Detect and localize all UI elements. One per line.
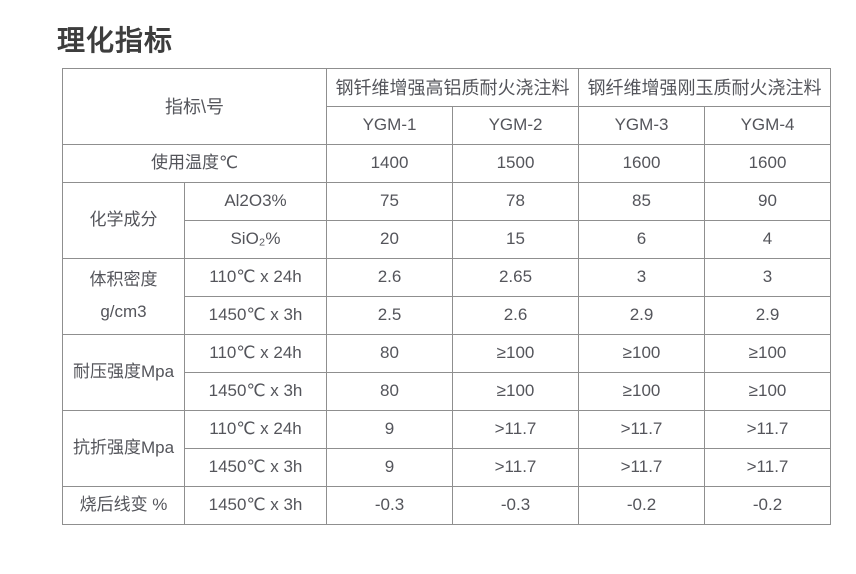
- value-cell: 4: [704, 219, 832, 259]
- table-row: 1450℃ x 3h 9 >11.7 >11.7 >11.7: [63, 447, 832, 487]
- value-cell: 1400: [326, 143, 454, 183]
- model-header-cell: YGM-3: [578, 105, 706, 145]
- page: 理化指标 指标\号 钢钎维增强高铝质耐火浇注料 钢纤维增强刚玉质耐火浇注料 YGM-1…: [0, 25, 856, 525]
- spec-table: 指标\号 钢钎维增强高铝质耐火浇注料 钢纤维增强刚玉质耐火浇注料 YGM-1 YGM-2…: [61, 67, 832, 525]
- value-cell: 6: [578, 219, 706, 259]
- table-row: SiO₂% 20 15 6 4: [63, 219, 832, 259]
- value-cell: ≥100: [704, 371, 832, 411]
- header-row-models: YGM-1 YGM-2 YGM-3 YGM-4: [63, 105, 832, 145]
- row-label-cell: 抗折强度Mpa: [62, 409, 185, 487]
- value-cell: 1600: [704, 143, 832, 183]
- model-header-cell: YGM-2: [452, 105, 580, 145]
- model-header-cell: YGM-4: [704, 105, 832, 145]
- value-cell: 2.65: [452, 257, 580, 297]
- row-label-cell: 体积密度 g/cm3: [62, 257, 185, 335]
- value-cell: 3: [578, 257, 706, 297]
- value-cell: 1500: [452, 143, 580, 183]
- table-row: 使用温度℃ 1400 1500 1600 1600: [61, 143, 832, 183]
- value-cell: 2.5: [326, 295, 454, 335]
- row-label-cell: 耐压强度Mpa: [62, 333, 185, 411]
- condition-cell: 1450℃ x 3h: [183, 295, 328, 335]
- table-row: 抗折强度Mpa 110℃ x 24h 9 >11.7 >11.7 >11.7: [62, 409, 832, 487]
- condition-cell: 1450℃ x 3h: [183, 485, 328, 525]
- value-cell: 80: [326, 333, 454, 373]
- value-cell: >11.7: [704, 447, 832, 487]
- value-cell: -0.2: [578, 485, 706, 525]
- row-label-cell: 烧后线变 %: [62, 485, 185, 525]
- value-cell: 85: [578, 181, 706, 221]
- table-row: 1450℃ x 3h 80 ≥100 ≥100 ≥100: [63, 371, 832, 411]
- value-cell: 20: [326, 219, 454, 259]
- spec-table-body: 指标\号 钢钎维增强高铝质耐火浇注料 钢纤维增强刚玉质耐火浇注料 YGM-1 YGM-2…: [61, 67, 832, 525]
- condition-cell: 1450℃ x 3h: [183, 447, 328, 487]
- model-header-cell: YGM-1: [326, 105, 454, 145]
- value-cell: ≥100: [704, 333, 832, 373]
- condition-cell: 110℃ x 24h: [183, 333, 328, 373]
- value-cell: 2.9: [704, 295, 832, 335]
- row-label-cell: 使用温度℃: [61, 143, 328, 183]
- corner-header-cell: 指标\号: [61, 67, 328, 145]
- value-cell: -0.3: [326, 485, 454, 525]
- condition-cell: 1450℃ x 3h: [183, 371, 328, 411]
- condition-cell: SiO₂%: [183, 219, 328, 259]
- value-cell: ≥100: [578, 371, 706, 411]
- value-cell: 2.6: [326, 257, 454, 297]
- value-cell: ≥100: [452, 333, 580, 373]
- value-cell: -0.2: [704, 485, 832, 525]
- table-row: 耐压强度Mpa 110℃ x 24h 80 ≥100 ≥100 ≥100: [62, 333, 832, 411]
- row-label-cell: 化学成分: [62, 181, 185, 259]
- value-cell: 2.6: [452, 295, 580, 335]
- product-group-header: 钢钎维增强高铝质耐火浇注料: [326, 67, 580, 107]
- header-row-groups: 指标\号 钢钎维增强高铝质耐火浇注料 钢纤维增强刚玉质耐火浇注料: [61, 67, 832, 145]
- value-cell: 1600: [578, 143, 706, 183]
- value-cell: 80: [326, 371, 454, 411]
- value-cell: 15: [452, 219, 580, 259]
- value-cell: 2.9: [578, 295, 706, 335]
- product-group-header: 钢纤维增强刚玉质耐火浇注料: [578, 67, 832, 107]
- value-cell: 75: [326, 181, 454, 221]
- value-cell: ≥100: [452, 371, 580, 411]
- value-cell: >11.7: [578, 447, 706, 487]
- value-cell: ≥100: [578, 333, 706, 373]
- value-cell: >11.7: [578, 409, 706, 449]
- page-title: 理化指标: [57, 25, 174, 56]
- value-cell: 3: [704, 257, 832, 297]
- condition-cell: Al2O3%: [183, 181, 328, 221]
- value-cell: 9: [326, 409, 454, 449]
- table-row: 烧后线变 % 1450℃ x 3h -0.3 -0.3 -0.2 -0.2: [62, 485, 832, 525]
- value-cell: >11.7: [452, 447, 580, 487]
- value-cell: 90: [704, 181, 832, 221]
- value-cell: >11.7: [704, 409, 832, 449]
- value-cell: >11.7: [452, 409, 580, 449]
- table-row: 化学成分 Al2O3% 75 78 85 90: [62, 181, 832, 259]
- condition-cell: 110℃ x 24h: [183, 409, 328, 449]
- value-cell: 9: [326, 447, 454, 487]
- value-cell: -0.3: [452, 485, 580, 525]
- value-cell: 78: [452, 181, 580, 221]
- condition-cell: 110℃ x 24h: [183, 257, 328, 297]
- table-row: 体积密度 g/cm3 110℃ x 24h 2.6 2.65 3 3: [62, 257, 832, 335]
